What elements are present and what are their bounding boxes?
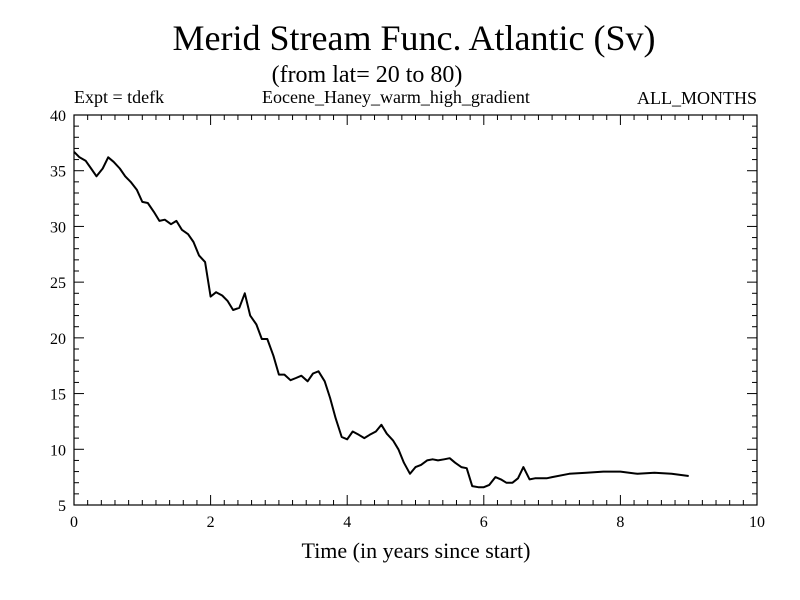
- plot-frame: [73, 114, 758, 506]
- tick-labels: 0 2 4 6 8 10 5 10 15 20 25 30 35 40: [50, 108, 765, 531]
- axis-ticks: [73, 114, 758, 506]
- y-tick-label: 25: [50, 275, 66, 292]
- y-tick-label: 10: [50, 442, 66, 459]
- experiment-label: Expt = tdefk: [74, 87, 165, 107]
- y-tick-label: 20: [50, 331, 66, 348]
- chart-subtitle: (from lat= 20 to 80): [271, 62, 463, 88]
- x-tick-label: 10: [749, 514, 765, 531]
- y-tick-label: 30: [50, 219, 66, 236]
- series-line: [73, 151, 689, 489]
- y-tick-label: 40: [50, 108, 66, 125]
- x-axis-label: Time (in years since start): [301, 538, 531, 563]
- x-tick-label: 2: [207, 514, 215, 531]
- x-tick-label: 8: [616, 514, 624, 531]
- x-tick-label: 4: [343, 514, 351, 531]
- x-tick-label: 6: [480, 514, 488, 531]
- y-tick-label: 35: [50, 164, 66, 181]
- y-tick-label: 15: [50, 387, 66, 404]
- chart-title: Merid Stream Func. Atlantic (Sv): [172, 18, 656, 58]
- x-tick-label: 0: [70, 514, 78, 531]
- period-label: ALL_MONTHS: [637, 88, 757, 108]
- y-tick-label: 5: [58, 498, 66, 515]
- run-name-label: Eocene_Haney_warm_high_gradient: [262, 87, 530, 107]
